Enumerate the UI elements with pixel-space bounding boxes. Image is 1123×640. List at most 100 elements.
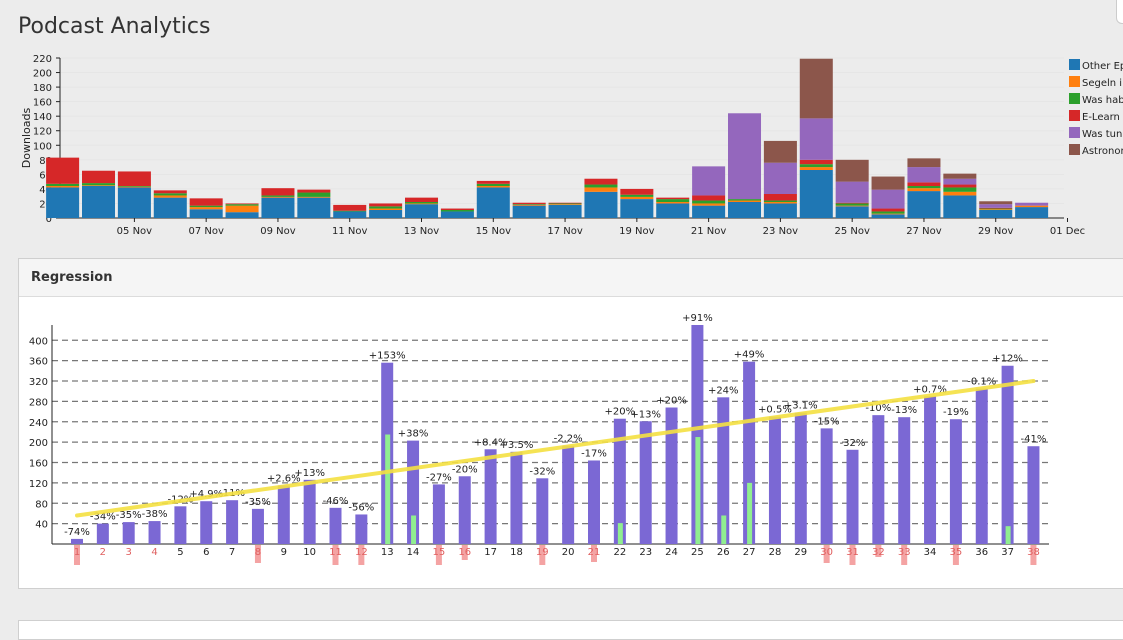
negative-residual-bar	[539, 545, 546, 565]
y-tick-label: 40	[35, 520, 48, 531]
bar-segment	[476, 187, 510, 218]
bar-segment	[656, 199, 690, 202]
change-label: +3.1%	[784, 401, 818, 412]
x-tick-label: 38	[1027, 547, 1040, 558]
bar-segment	[548, 204, 582, 205]
bar-segment	[297, 197, 331, 218]
legend-label: Astronon	[1082, 146, 1123, 157]
x-tick-label: 29	[794, 547, 807, 558]
negative-residual-bar	[254, 545, 261, 563]
change-label: -38%	[142, 509, 168, 520]
x-tick-label: 26	[717, 547, 730, 558]
y-tick-label: 40	[39, 185, 52, 196]
y-tick-label: 120	[33, 127, 52, 138]
bar-segment	[656, 197, 690, 200]
regression-bar	[898, 417, 911, 544]
bar-segment	[728, 113, 762, 200]
positive-residual-bar	[385, 434, 391, 544]
bar-segment	[763, 162, 797, 194]
negative-residual-bar	[461, 545, 468, 560]
x-tick-label: 21 Nov	[691, 226, 727, 237]
bar-segment	[369, 206, 403, 209]
bar-segment	[369, 203, 403, 207]
regression-bar	[277, 485, 290, 544]
bar-segment	[117, 186, 151, 187]
regression-bar	[1001, 365, 1014, 544]
change-label: -2.2%	[554, 434, 583, 445]
bar-segment	[225, 205, 259, 213]
bar-segment	[907, 167, 941, 183]
bar-segment	[512, 204, 546, 206]
change-label: -46%	[323, 496, 349, 507]
change-label: +20%	[656, 396, 687, 407]
bar-segment	[584, 184, 618, 188]
change-label: +20%	[605, 407, 636, 418]
bar-segment	[1015, 207, 1049, 218]
bar-segment	[728, 200, 762, 202]
bar-segment	[728, 199, 762, 201]
negative-residual-bar	[358, 545, 365, 565]
bar-segment	[907, 182, 941, 186]
bar-segment	[692, 205, 726, 218]
corner-control[interactable]	[1116, 0, 1123, 24]
legend-label: Was tun	[1082, 129, 1122, 140]
y-tick-label: 360	[29, 357, 48, 368]
x-tick-label: 19	[536, 547, 549, 558]
bar-segment	[1015, 205, 1049, 208]
change-label: -17%	[581, 448, 607, 459]
bar-segment	[692, 200, 726, 204]
x-tick-label: 7	[229, 547, 235, 558]
change-label: -32%	[840, 438, 866, 449]
y-tick-label: 280	[29, 397, 48, 408]
change-label: -27%	[426, 472, 452, 483]
bar-segment	[548, 202, 582, 204]
y-tick-label: 400	[29, 336, 48, 347]
change-label: +153%	[369, 351, 406, 362]
x-tick-label: 4	[151, 547, 157, 558]
bar-segment	[799, 118, 833, 160]
bar-segment	[153, 197, 187, 218]
y-tick-label: 160	[29, 459, 48, 470]
bar-segment	[117, 187, 151, 218]
negative-residual-bar	[332, 545, 339, 565]
x-tick-label: 13	[381, 547, 394, 558]
x-tick-label: 20	[562, 547, 575, 558]
x-tick-label: 23	[639, 547, 652, 558]
bar-segment	[46, 186, 80, 188]
bar-segment	[189, 209, 223, 218]
bar-segment	[979, 207, 1013, 209]
bar-segment	[799, 159, 833, 165]
bar-segment	[871, 189, 905, 209]
bar-segment	[835, 203, 869, 206]
x-tick-label: 6	[203, 547, 209, 558]
regression-chart: 4080120160200240280320360400-74%1-34%2-3…	[29, 313, 1049, 565]
x-tick-label: 11 Nov	[332, 226, 368, 237]
bar-segment	[333, 211, 367, 218]
x-tick-label: 11	[329, 547, 342, 558]
regression-bar	[665, 407, 678, 544]
bar-segment	[189, 198, 223, 206]
bar-segment	[799, 167, 833, 170]
y-tick-label: 100	[33, 141, 52, 152]
positive-residual-bar	[617, 523, 623, 544]
y-tick-label: 120	[29, 479, 48, 490]
change-label: +4.9%	[189, 489, 223, 500]
bar-segment	[692, 166, 726, 196]
x-tick-label: 16	[458, 547, 471, 558]
x-tick-label: 17	[484, 547, 497, 558]
regression-bar	[562, 445, 575, 544]
regression-bar	[1027, 446, 1040, 544]
negative-residual-bar	[901, 545, 908, 565]
bar-segment	[763, 194, 797, 201]
x-tick-label: 36	[975, 547, 988, 558]
bar-segment	[620, 196, 654, 200]
x-tick-label: 33	[898, 547, 911, 558]
positive-residual-bar	[1005, 526, 1011, 544]
bar-segment	[153, 195, 187, 198]
regression-bar	[303, 479, 316, 544]
regression-bar	[122, 522, 135, 544]
x-tick-label: 1	[74, 547, 80, 558]
change-label: -35%	[245, 497, 271, 508]
bar-segment	[512, 202, 546, 205]
x-tick-label: 28	[769, 547, 782, 558]
